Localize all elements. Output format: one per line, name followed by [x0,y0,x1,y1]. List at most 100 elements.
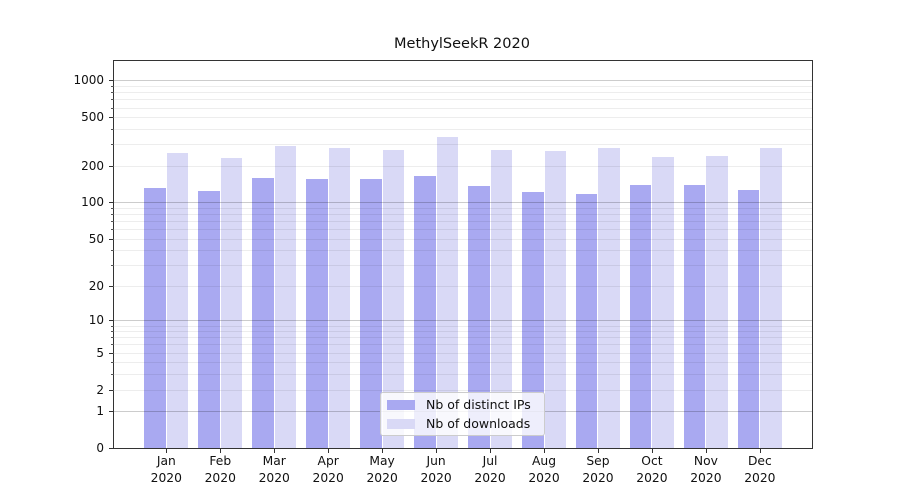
y-tick-mark [109,117,113,119]
x-tick-label: Apr 2020 [312,454,344,485]
bar-downloads [760,147,782,448]
gridline-minor [114,107,812,109]
y-tick-mark-minor [111,144,114,146]
x-tick-label: Nov 2020 [690,454,722,485]
gridline-minor [114,129,812,131]
bar-distinct-ips [575,194,598,448]
y-tick-mark-minor [111,229,114,231]
gridline-minor [114,238,812,240]
bar-downloads [706,155,728,448]
bar-downloads [220,158,243,448]
x-tick-label: Jun 2020 [420,454,452,485]
gridline-minor [114,331,812,333]
gridline-minor [114,337,812,339]
y-tick-label: 0 [96,441,104,455]
y-tick-mark-minor [111,99,114,101]
gridline-minor [114,221,812,223]
gridline-minor [114,344,812,346]
x-tick-mark [651,449,653,453]
y-tick-mark [109,320,113,322]
bar-distinct-ips [198,191,220,448]
x-tick-label: Sep 2020 [582,454,614,485]
y-tick-label: 200 [81,158,104,173]
legend-swatch-distinct-ips [387,399,415,410]
bar-downloads [166,153,189,448]
bar-downloads [436,136,459,448]
bar-downloads [598,148,620,448]
gridline-minor [114,389,812,391]
x-tick-label: Dec 2020 [744,454,776,485]
plot-area: 0 1 2 5 10 20 50 100 200 500 1000 Jan 2020 Feb 2020 M… [73,60,813,485]
x-tick-mark [759,449,761,453]
x-tick-mark [220,449,222,453]
gridline-minor [114,208,812,210]
chart-title: MethylSeekR 2020 [394,36,530,52]
bar-distinct-ips [360,178,382,448]
x-tick-label: Jan 2020 [150,454,182,485]
x-tick-label: Aug 2020 [528,454,560,485]
gridline-minor [114,229,812,231]
y-tick-mark-minor [111,362,114,364]
bar-downloads [652,156,674,448]
x-tick-mark [490,449,492,453]
legend: Nb of distinct IPs Nb of downloads [380,392,545,436]
y-tick-label: 5 [96,345,104,360]
bar-downloads [328,147,351,448]
x-tick-label: Jul 2020 [474,454,506,485]
y-tick-mark-minor [111,214,114,216]
y-tick-mark-minor [111,92,114,94]
bar-downloads [382,149,405,448]
x-tick-mark [274,449,276,453]
x-tick-label: Mar 2020 [258,454,290,485]
gridline-major [114,202,812,204]
y-tick-mark [109,389,113,391]
y-tick-mark-minor [111,221,114,223]
y-tick-mark [109,411,113,413]
x-tick-label: Oct 2020 [636,454,668,485]
y-tick-mark [109,165,113,167]
y-tick-label: 100 [81,195,104,210]
x-tick-label: Feb 2020 [204,454,236,485]
y-tick-mark [109,286,113,288]
y-tick-mark-minor [111,331,114,333]
gridline-minor [114,144,812,146]
y-tick-mark-minor [111,129,114,131]
y-tick-label: 2 [96,382,104,397]
gridline-minor [114,117,812,119]
gridline-minor [114,286,812,288]
legend-item-distinct-ips: Nb of distinct IPs [387,397,544,412]
y-tick-mark-minor [111,265,114,267]
gridline-minor [114,92,812,94]
y-tick-label: 10 [88,313,104,328]
gridline-major [114,320,812,322]
bar-downloads [490,149,513,448]
x-tick-mark [382,449,384,453]
y-tick-label: 50 [88,231,104,246]
y-tick-mark-minor [111,107,114,109]
gridline-minor [114,362,812,364]
legend-swatch-downloads [387,418,415,429]
legend-label-downloads: Nb of downloads [426,416,531,431]
y-tick-mark-minor [111,250,114,252]
gridline-minor [114,265,812,267]
bar-distinct-ips [144,187,166,448]
gridline-minor [114,86,812,88]
bar-distinct-ips [737,190,760,448]
x-tick-mark [705,449,707,453]
gridline-minor [114,250,812,252]
gridline-minor [114,325,812,327]
x-tick-label: May 2020 [366,454,398,485]
y-tick-label: 1 [96,404,104,419]
bar-distinct-ips [252,178,274,448]
bar-downloads [274,145,297,448]
y-tick-mark-minor [111,344,114,346]
x-tick-mark [328,449,330,453]
y-tick-mark-minor [111,337,114,339]
y-tick-mark [109,448,113,449]
gridline-minor [114,99,812,101]
y-tick-mark-minor [111,374,114,376]
y-tick-label: 1000 [73,73,104,88]
y-tick-mark [109,80,113,82]
y-tick-mark [109,352,113,354]
